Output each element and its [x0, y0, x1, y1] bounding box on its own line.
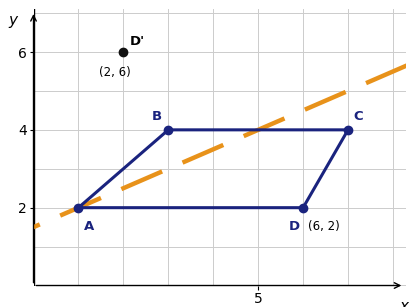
Text: x: x: [400, 299, 409, 307]
Text: (6, 2): (6, 2): [308, 220, 340, 233]
Text: D': D': [130, 35, 145, 48]
Text: C: C: [353, 110, 363, 123]
Text: A: A: [84, 220, 94, 233]
Text: y: y: [9, 13, 18, 28]
Text: (2, 6): (2, 6): [98, 66, 130, 79]
Text: B: B: [151, 110, 162, 123]
Text: D: D: [288, 220, 300, 233]
